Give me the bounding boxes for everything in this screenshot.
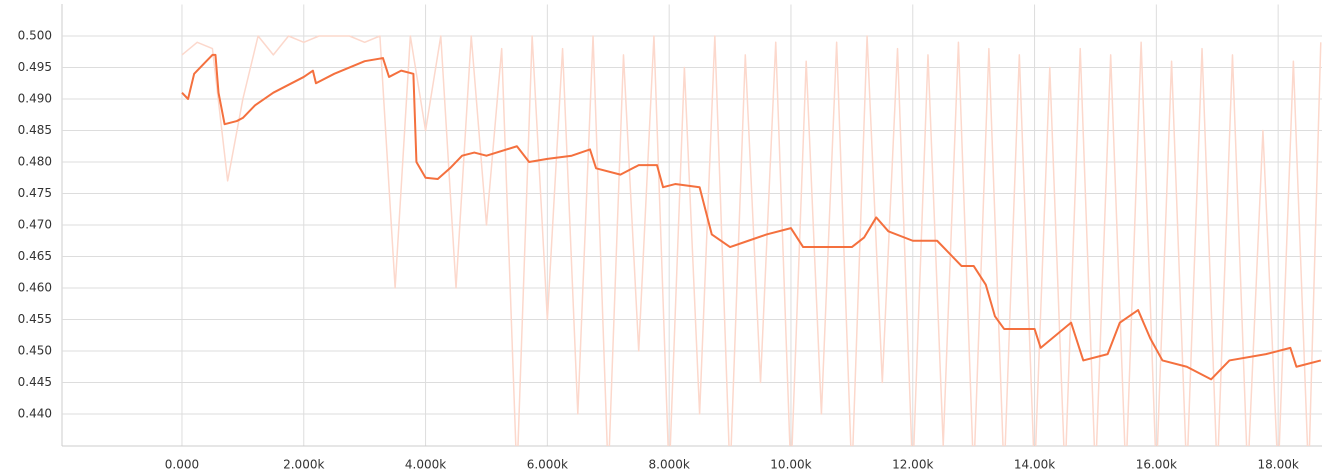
raw-line <box>181 35 1322 446</box>
y-tick-label: 0.475 <box>18 186 52 200</box>
plot-area <box>181 35 1322 446</box>
y-tick-label: 0.490 <box>18 92 52 106</box>
x-tick-label: 14.00k <box>1014 458 1055 472</box>
x-tick-label: 6.000k <box>527 458 568 472</box>
x-tick-label: 12.00k <box>892 458 933 472</box>
smoothed-line <box>181 53 1322 381</box>
y-tick-label: 0.470 <box>18 218 52 232</box>
x-tick-label: 0.000 <box>165 458 199 472</box>
y-tick-label: 0.465 <box>18 249 52 263</box>
x-tick-label: 2.000k <box>283 458 324 472</box>
x-tick-label: 16.00k <box>1136 458 1177 472</box>
x-tick-label: 4.000k <box>405 458 446 472</box>
y-tick-label: 0.440 <box>18 407 52 421</box>
x-tick-label: 10.00k <box>770 458 811 472</box>
y-tick-label: 0.495 <box>18 60 52 74</box>
y-tick-label: 0.460 <box>18 281 52 295</box>
y-tick-label: 0.500 <box>18 29 52 43</box>
y-tick-label: 0.485 <box>18 123 52 137</box>
y-tick-label: 0.455 <box>18 312 52 326</box>
y-tick-label: 0.450 <box>18 344 52 358</box>
y-tick-label: 0.445 <box>18 375 52 389</box>
y-tick-label: 0.480 <box>18 155 52 169</box>
x-tick-label: 18.00k <box>1257 458 1298 472</box>
x-tick-label: 8.000k <box>649 458 690 472</box>
